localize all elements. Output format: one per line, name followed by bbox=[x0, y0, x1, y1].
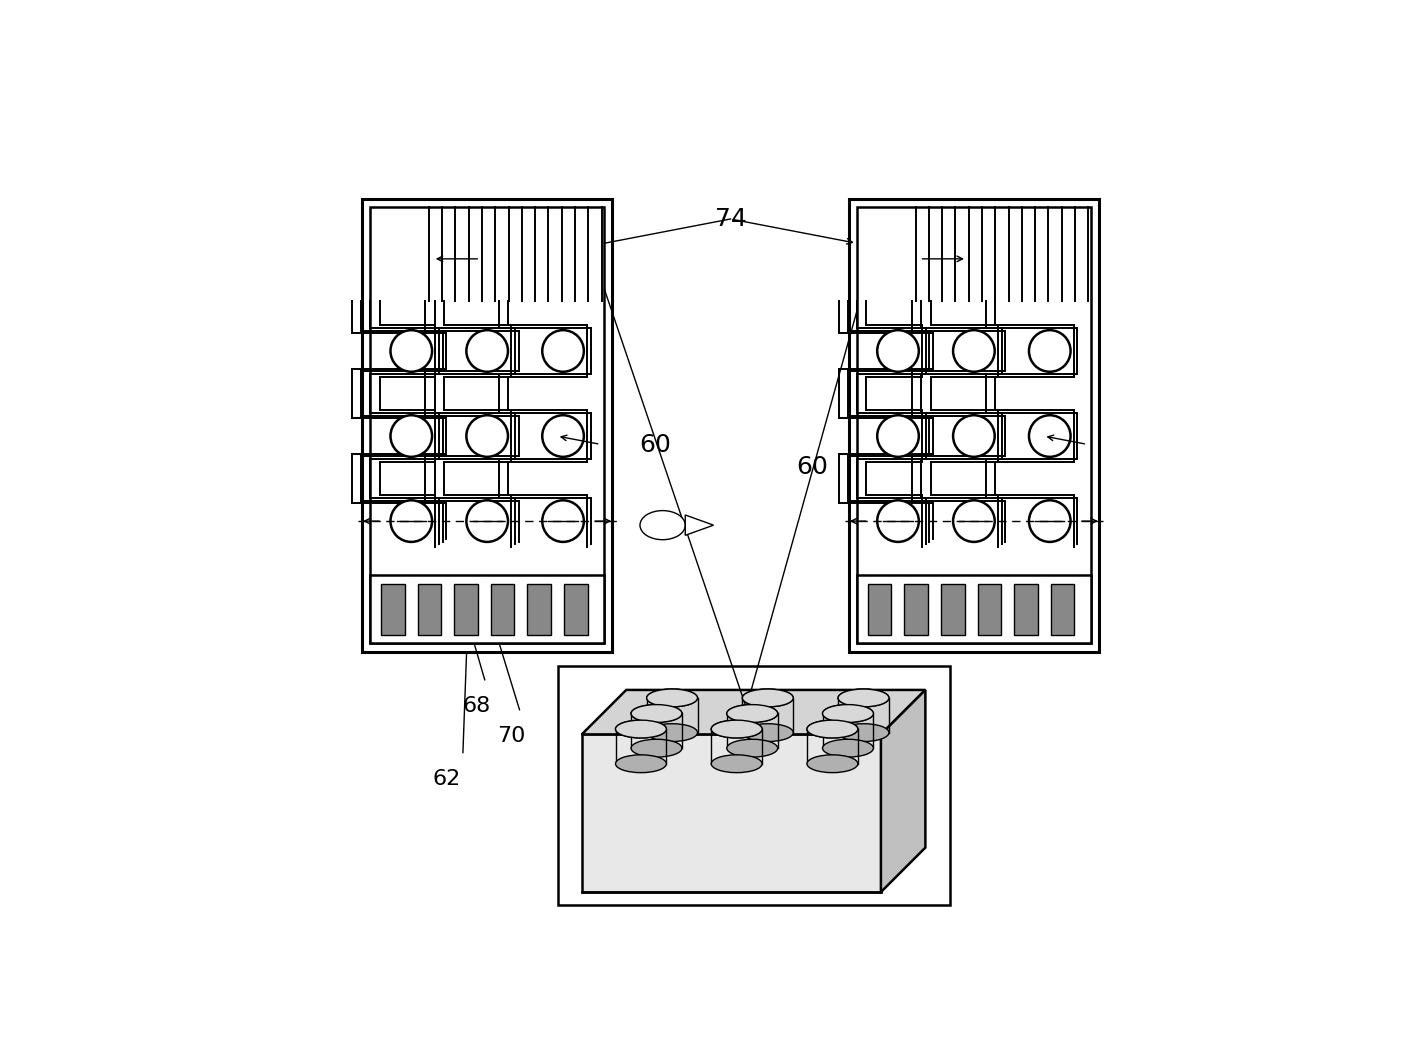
Ellipse shape bbox=[838, 689, 889, 707]
Circle shape bbox=[1029, 330, 1070, 372]
Ellipse shape bbox=[822, 705, 873, 722]
Ellipse shape bbox=[808, 755, 858, 773]
Ellipse shape bbox=[726, 705, 778, 722]
Polygon shape bbox=[582, 690, 925, 734]
Bar bbox=[491, 584, 514, 635]
Ellipse shape bbox=[631, 705, 682, 722]
Ellipse shape bbox=[615, 720, 666, 738]
Bar bbox=[528, 584, 551, 635]
Circle shape bbox=[391, 330, 432, 372]
Bar bbox=[1015, 584, 1037, 635]
Circle shape bbox=[878, 415, 919, 457]
Bar bbox=[940, 584, 965, 635]
Text: 60: 60 bbox=[639, 433, 671, 457]
Bar bbox=[1050, 584, 1075, 635]
Text: 62: 62 bbox=[432, 769, 461, 789]
Ellipse shape bbox=[711, 720, 762, 738]
Circle shape bbox=[542, 330, 584, 372]
Circle shape bbox=[542, 415, 584, 457]
Bar bbox=[381, 584, 405, 635]
Ellipse shape bbox=[808, 720, 858, 738]
Circle shape bbox=[953, 415, 995, 457]
Ellipse shape bbox=[639, 510, 685, 540]
Circle shape bbox=[953, 500, 995, 542]
Bar bbox=[977, 584, 1002, 635]
Ellipse shape bbox=[631, 705, 682, 722]
Ellipse shape bbox=[615, 755, 666, 773]
Bar bbox=[362, 198, 612, 651]
Ellipse shape bbox=[838, 689, 889, 707]
Bar bbox=[454, 584, 478, 635]
Ellipse shape bbox=[615, 720, 666, 738]
Bar bbox=[418, 584, 441, 635]
Bar bbox=[371, 575, 604, 643]
Polygon shape bbox=[685, 514, 714, 536]
Ellipse shape bbox=[631, 739, 682, 757]
Circle shape bbox=[391, 500, 432, 542]
Bar bbox=[564, 584, 588, 635]
Circle shape bbox=[878, 330, 919, 372]
Polygon shape bbox=[582, 734, 880, 892]
Ellipse shape bbox=[646, 723, 698, 741]
Circle shape bbox=[467, 500, 508, 542]
Ellipse shape bbox=[711, 720, 762, 738]
Bar bbox=[858, 575, 1090, 643]
Circle shape bbox=[1029, 415, 1070, 457]
Ellipse shape bbox=[726, 705, 778, 722]
Polygon shape bbox=[880, 690, 925, 892]
Circle shape bbox=[467, 415, 508, 457]
Ellipse shape bbox=[742, 689, 793, 707]
Ellipse shape bbox=[711, 755, 762, 773]
Circle shape bbox=[953, 330, 995, 372]
Text: 70: 70 bbox=[497, 726, 525, 746]
Ellipse shape bbox=[808, 720, 858, 738]
Circle shape bbox=[391, 415, 432, 457]
Circle shape bbox=[1029, 500, 1070, 542]
Ellipse shape bbox=[646, 689, 698, 707]
Ellipse shape bbox=[726, 739, 778, 757]
Bar bbox=[371, 207, 604, 643]
Ellipse shape bbox=[742, 689, 793, 707]
Ellipse shape bbox=[838, 723, 889, 741]
Bar bbox=[849, 198, 1099, 651]
Ellipse shape bbox=[646, 689, 698, 707]
Bar bbox=[558, 666, 949, 905]
Text: 60: 60 bbox=[796, 456, 828, 479]
Circle shape bbox=[878, 500, 919, 542]
Text: 74: 74 bbox=[715, 207, 746, 231]
Ellipse shape bbox=[742, 723, 793, 741]
Ellipse shape bbox=[822, 739, 873, 757]
Bar bbox=[868, 584, 892, 635]
Ellipse shape bbox=[822, 705, 873, 722]
Bar bbox=[905, 584, 928, 635]
Bar bbox=[858, 207, 1090, 643]
Circle shape bbox=[467, 330, 508, 372]
Text: 68: 68 bbox=[462, 696, 491, 716]
Circle shape bbox=[542, 500, 584, 542]
